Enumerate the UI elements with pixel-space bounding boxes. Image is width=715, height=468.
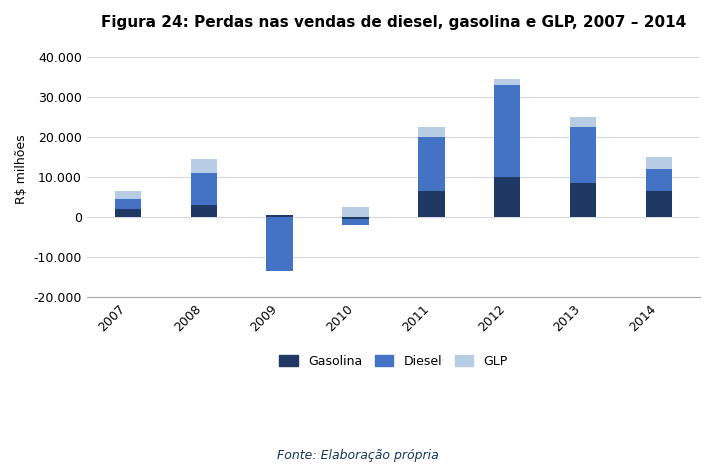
- Bar: [418, 191, 445, 217]
- Bar: [646, 191, 672, 217]
- Bar: [418, 137, 445, 191]
- Bar: [418, 127, 445, 137]
- Bar: [190, 173, 217, 205]
- Legend: Gasolina, Diesel, GLP: Gasolina, Diesel, GLP: [275, 350, 513, 373]
- Bar: [570, 183, 596, 217]
- Bar: [570, 117, 596, 127]
- Bar: [570, 127, 596, 183]
- Y-axis label: R$ milhões: R$ milhões: [15, 134, 28, 204]
- Bar: [494, 85, 521, 177]
- Bar: [342, 219, 369, 225]
- Bar: [342, 217, 369, 219]
- Bar: [267, 215, 293, 217]
- Bar: [114, 199, 141, 209]
- Text: Fonte: Elaboração própria: Fonte: Elaboração própria: [277, 449, 438, 461]
- Bar: [646, 169, 672, 191]
- Bar: [114, 191, 141, 199]
- Bar: [190, 159, 217, 173]
- Bar: [494, 177, 521, 217]
- Bar: [114, 209, 141, 217]
- Bar: [190, 205, 217, 217]
- Bar: [646, 157, 672, 169]
- Bar: [267, 217, 293, 271]
- Bar: [342, 207, 369, 217]
- Bar: [494, 79, 521, 85]
- Title: Figura 24: Perdas nas vendas de diesel, gasolina e GLP, 2007 – 2014: Figura 24: Perdas nas vendas de diesel, …: [101, 15, 686, 30]
